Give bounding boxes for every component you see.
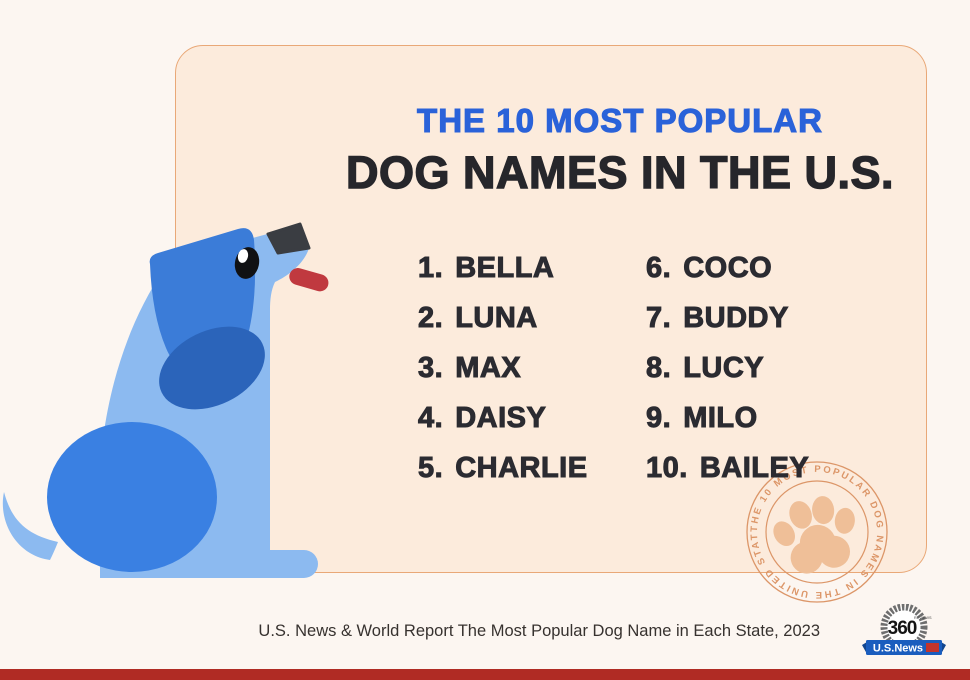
stamp-outer-circle — [746, 461, 888, 603]
bottom-accent-bar — [0, 669, 970, 680]
infographic-card — [175, 45, 927, 573]
logo-red-accent — [926, 643, 939, 652]
dog-name: BELLA — [455, 251, 555, 284]
ribbon-fold-right — [941, 642, 946, 654]
dog-ear-shadow — [159, 326, 265, 410]
dog-eye-highlight — [237, 249, 249, 263]
rank: 5. — [417, 451, 444, 484]
names-column-1: 1. BELLA 2. LUNA 3. MAX 4. DAISY 5. CHAR… — [417, 243, 588, 493]
logo-brand-text: U.S.News — [873, 643, 923, 655]
blue-dog-illustration — [2, 222, 329, 578]
dog-name: COCO — [683, 251, 773, 284]
logo-ribbon — [866, 640, 942, 655]
rank: 6. — [645, 251, 672, 284]
dog-name: BUDDY — [683, 301, 789, 334]
list-item: 3. MAX — [417, 343, 588, 393]
list-item: 5. CHARLIE — [417, 443, 588, 493]
rank: 2. — [417, 301, 444, 334]
usnews-360-reviews-logo: 360 REVIEWS U.S.News — [862, 604, 946, 655]
logo-360-text: 360 — [888, 618, 917, 639]
rank: 9. — [645, 401, 672, 434]
list-item: 9. MILO — [645, 393, 809, 443]
ribbon-fold-left — [862, 642, 867, 654]
list-item: 8. LUCY — [645, 343, 809, 393]
dog-name: DAISY — [455, 401, 547, 434]
source-attribution: U.S. News & World Report The Most Popula… — [258, 622, 820, 640]
stamp-inner-circle — [765, 480, 869, 584]
dog-name: MAX — [455, 351, 522, 384]
rank: 3. — [417, 351, 444, 384]
rank: 10. — [646, 451, 688, 484]
list-item: 4. DAISY — [417, 393, 588, 443]
dog-name: LUCY — [683, 351, 765, 384]
rank: 4. — [417, 401, 444, 434]
rank: 8. — [645, 351, 672, 384]
title-line1: THE 10 MOST POPULAR — [416, 101, 823, 139]
dog-front-paw — [222, 550, 318, 578]
list-item: 10. BAILEY — [646, 443, 810, 493]
dog-name: LUNA — [455, 301, 538, 334]
dog-name: CHARLIE — [455, 451, 588, 484]
title-line2: DOG NAMES IN THE U.S. — [345, 146, 895, 198]
dog-tail — [2, 492, 58, 560]
logo-reviews-text: REVIEWS — [914, 616, 932, 620]
list-item: 7. BUDDY — [645, 293, 809, 343]
logo-inner-circle — [887, 610, 921, 644]
list-item: 2. LUNA — [417, 293, 588, 343]
dog-name: BAILEY — [699, 451, 810, 484]
rank: 1. — [417, 251, 444, 284]
dog-nose — [266, 222, 311, 255]
dog-tongue — [289, 268, 329, 292]
paw-icon — [773, 496, 855, 574]
list-item: 1. BELLA — [417, 243, 588, 293]
dog-name: MILO — [683, 401, 758, 434]
dog-haunch — [47, 422, 217, 572]
names-column-2: 6. COCO 7. BUDDY 8. LUCY 9. MILO 10. BAI… — [645, 243, 810, 493]
list-item: 6. COCO — [645, 243, 809, 293]
paw-stamp-badge: THE 10 MOST POPULAR DOG NAMES IN THE UNI… — [732, 447, 888, 603]
rank: 7. — [645, 301, 672, 334]
